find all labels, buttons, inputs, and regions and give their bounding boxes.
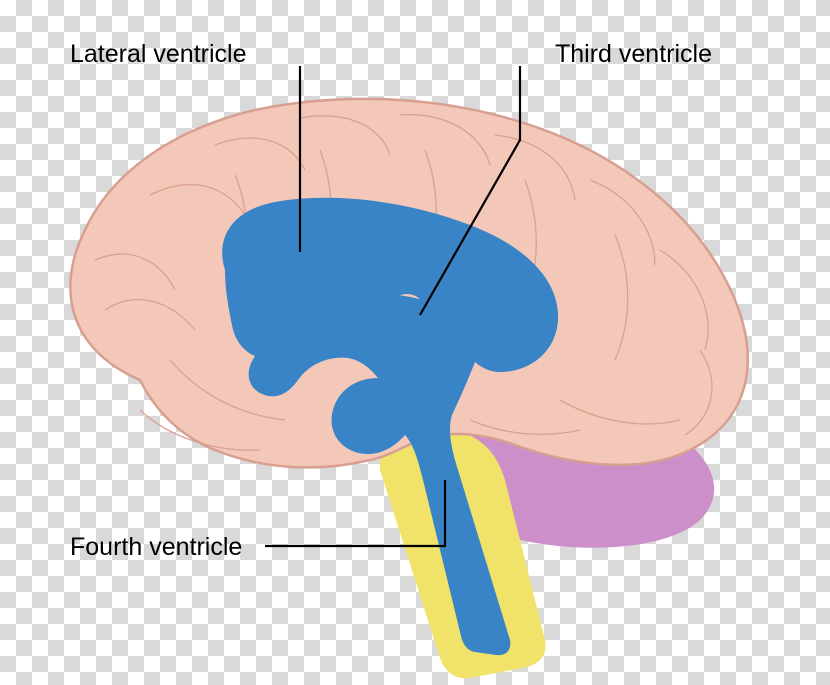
label-fourth-ventricle: Fourth ventricle <box>70 533 242 562</box>
label-lateral-ventricle: Lateral ventricle <box>70 40 246 69</box>
label-third-ventricle: Third ventricle <box>555 40 712 69</box>
brain-diagram-svg <box>0 0 830 685</box>
diagram-canvas: Lateral ventricle Third ventricle Fourth… <box>0 0 830 685</box>
